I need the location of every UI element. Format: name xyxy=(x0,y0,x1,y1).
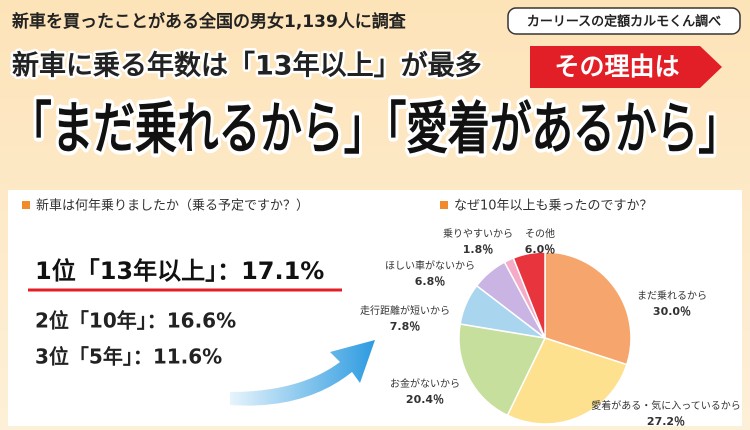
value-label: 27.2％ xyxy=(647,415,685,428)
slice-label: その他 xyxy=(525,227,555,240)
tag: その理由は xyxy=(554,52,679,81)
bullet xyxy=(440,201,448,209)
slice-label: 乗りやすいから xyxy=(443,228,513,240)
slice-label: まだ乗れるから xyxy=(637,290,707,302)
value-label: 6.8％ xyxy=(415,275,446,288)
source: カーリースの定額カルモくん調べ xyxy=(527,14,721,30)
question: 新車は何年乗りましたか（乗る予定ですか？） xyxy=(36,198,309,214)
chart-title: なぜ10年以上も乗ったのですか？ xyxy=(454,199,653,214)
main-message: 「まだ乗れるから」「愛着があるから」 xyxy=(10,97,740,162)
value-label: 7.8％ xyxy=(390,320,421,333)
slice-label: 走行距離が短いから xyxy=(360,304,450,317)
source-box xyxy=(507,7,741,35)
bullet xyxy=(22,201,30,209)
arrow xyxy=(230,340,375,406)
slice xyxy=(458,323,547,417)
slice-label: 愛着がある・気に入っているから xyxy=(591,399,741,412)
slice-label: ほしい車がないから xyxy=(385,259,475,272)
slice xyxy=(512,251,546,339)
survey: 新車を買ったことがある全国の男女1,139人に調査 xyxy=(12,11,407,32)
headline: 新車に乗る年数は「13年以上」が最多 xyxy=(12,50,482,82)
value-label: 20.4％ xyxy=(406,393,444,406)
value-label: 30.0％ xyxy=(653,305,691,318)
tag-arrow xyxy=(530,46,722,88)
rank-3: 3位「5年」：11.6% xyxy=(35,345,222,369)
rank-1: 1位「13年以上」：17.1% xyxy=(35,257,324,285)
slice xyxy=(506,337,628,425)
slice-label: お金がないから xyxy=(390,377,460,390)
value-label: 6.0％ xyxy=(525,243,556,256)
rank-2: 2位「10年」：16.6% xyxy=(35,309,236,333)
value-label: 1.8％ xyxy=(463,243,494,256)
slice xyxy=(544,251,632,366)
